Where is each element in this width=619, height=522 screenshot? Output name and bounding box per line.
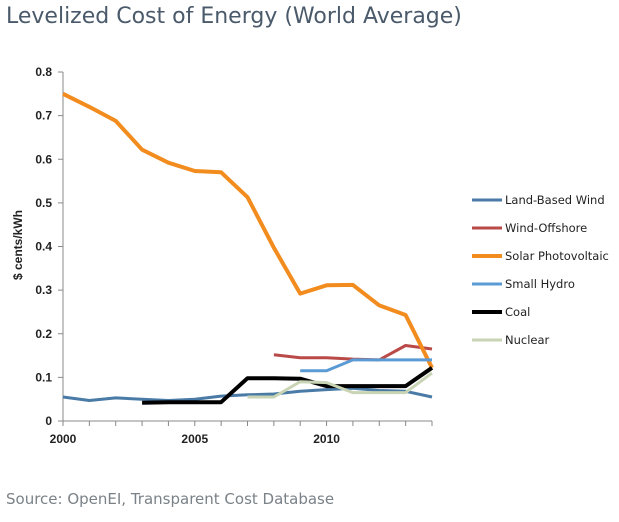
x-tick-label: 2005 xyxy=(181,432,208,446)
x-tick-label: 2010 xyxy=(313,432,340,446)
legend-label: Solar Photovoltaic xyxy=(505,249,609,263)
y-tick-label: 0.5 xyxy=(35,196,52,210)
axes: 0 0.1 0.2 0.3 0.4 0.5 0.6 0.7 0.8 2000 2005 2010 xyxy=(35,65,433,446)
series-line-small-hydro xyxy=(300,358,432,373)
series-line-solar-photovoltaic xyxy=(62,92,434,369)
legend-label: Nuclear xyxy=(505,333,550,347)
legend-label: Small Hydro xyxy=(505,277,575,291)
legend-label: Coal xyxy=(505,305,530,319)
y-tick-label: 0.3 xyxy=(35,283,52,297)
series-line-land-based-wind xyxy=(62,386,433,402)
y-axis-label: $ cents/kWh xyxy=(11,210,25,280)
y-tick-label: 0.4 xyxy=(35,240,52,254)
y-tick-label: 0.1 xyxy=(35,370,52,384)
y-tick-label: 0.7 xyxy=(35,109,52,123)
legend: Land-Based Wind Wind-Offshore Solar Photov… xyxy=(472,193,609,347)
y-tick-label: 0.6 xyxy=(35,152,52,166)
series-line-coal xyxy=(142,366,434,405)
source-note: Source: OpenEI, Transparent Cost Databas… xyxy=(6,490,335,508)
y-tick-label: 0.2 xyxy=(35,327,52,341)
y-tick-label: 0 xyxy=(45,414,52,428)
chart-title: Levelized Cost of Energy (World Average) xyxy=(6,4,462,29)
series-line-nuclear xyxy=(247,371,433,399)
line-chart: 0 0.1 0.2 0.3 0.4 0.5 0.6 0.7 0.8 2000 2005 2010 La… xyxy=(11,65,609,446)
x-tick-label: 2000 xyxy=(50,432,77,446)
series-line-wind-offshore xyxy=(273,344,433,362)
legend-label: Land-Based Wind xyxy=(505,193,605,207)
y-tick-label: 0.8 xyxy=(35,65,52,79)
series-lines xyxy=(62,92,434,405)
legend-label: Wind-Offshore xyxy=(505,221,587,235)
